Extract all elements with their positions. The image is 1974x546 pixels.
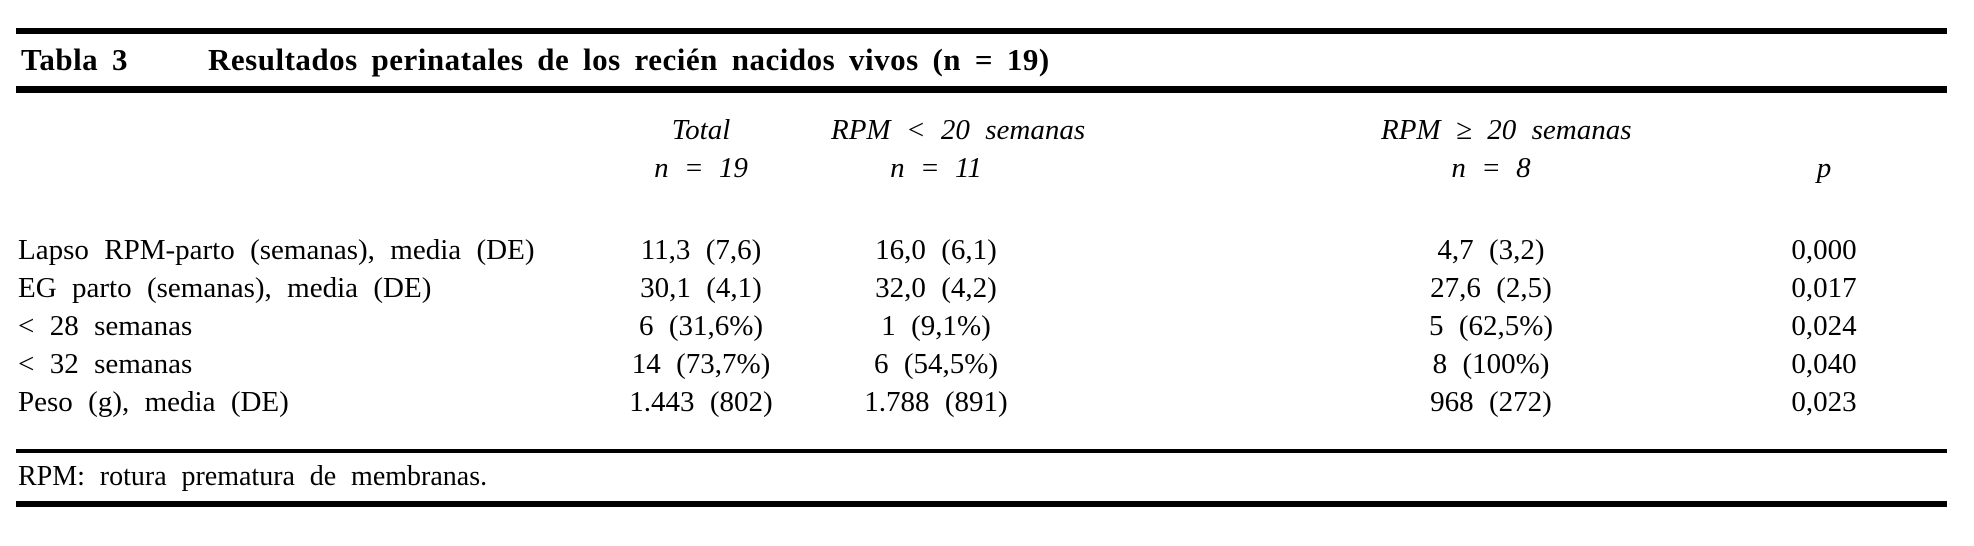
table-caption: Tabla 3 Resultados perinatales de los re… — [16, 34, 1947, 86]
footnote-block: RPM: rotura prematura de membranas. — [16, 449, 1947, 507]
cell-rpm-lt20: 6 (54,5%) — [873, 348, 999, 380]
cell-rpm-ge20: 8 (100%) — [1432, 348, 1550, 380]
cell-p-value: 0,023 — [1791, 386, 1857, 418]
col-header-total: Total — [671, 114, 731, 146]
table-row: EG parto (semanas), media (DE) 30,1 (4,1… — [16, 269, 1947, 307]
col-header-rpm-lt20-n: n = 11 — [890, 152, 982, 184]
table-row: Peso (g), media (DE) 1.443 (802) 1.788 (… — [16, 383, 1947, 421]
row-label: < 28 semanas — [18, 310, 193, 342]
table-row: < 32 semanas 14 (73,7%) 6 (54,5%) 8 (100… — [16, 345, 1947, 383]
spacer — [1601, 307, 1701, 345]
spacer — [1601, 231, 1701, 269]
cell-total: 11,3 (7,6) — [640, 234, 762, 266]
cell-p-value: 0,000 — [1791, 234, 1857, 266]
results-table: Total RPM < 20 semanas RPM ≥ 20 semanas … — [16, 93, 1947, 421]
footnote-top-rule — [16, 449, 1947, 453]
cell-total: 1.443 (802) — [629, 386, 773, 418]
col-header-rpm-ge20-n: n = 8 — [1451, 152, 1531, 184]
table-title: Resultados perinatales de los recién nac… — [208, 42, 1050, 77]
spacer — [1601, 149, 1701, 231]
col-header-p: p — [1816, 152, 1832, 184]
cell-total: 6 (31,6%) — [638, 310, 764, 342]
spacer — [1601, 383, 1701, 421]
row-label: EG parto (semanas), media (DE) — [18, 272, 432, 304]
header-row-1: Total RPM < 20 semanas RPM ≥ 20 semanas — [16, 93, 1947, 149]
table-row: < 28 semanas 6 (31,6%) 1 (9,1%) 5 (62,5%… — [16, 307, 1947, 345]
cell-p-value: 0,040 — [1791, 348, 1857, 380]
spacer — [1041, 93, 1381, 149]
cell-p-value: 0,017 — [1791, 272, 1857, 304]
cell-rpm-lt20: 16,0 (6,1) — [875, 234, 997, 266]
caption-divider-rule — [16, 86, 1947, 93]
top-rule — [16, 28, 1947, 34]
spacer — [1601, 269, 1701, 307]
col-header-rpm-ge20: RPM ≥ 20 semanas — [1381, 114, 1632, 146]
cell-rpm-lt20: 32,0 (4,2) — [875, 272, 997, 304]
cell-p-value: 0,024 — [1791, 310, 1857, 342]
table-3-container: Tabla 3 Resultados perinatales de los re… — [16, 28, 1947, 507]
cell-rpm-lt20: 1.788 (891) — [864, 386, 1008, 418]
bottom-rule — [16, 501, 1947, 507]
table-number-label: Tabla 3 — [21, 42, 129, 77]
table-row: Lapso RPM-parto (semanas), media (DE) 11… — [16, 231, 1947, 269]
cell-rpm-ge20: 4,7 (3,2) — [1437, 234, 1545, 266]
cell-total: 30,1 (4,1) — [640, 272, 762, 304]
spacer — [1601, 345, 1701, 383]
spacer — [1041, 269, 1381, 307]
spacer — [1041, 307, 1381, 345]
cell-rpm-lt20: 1 (9,1%) — [881, 310, 991, 342]
header-row-2: n = 19 n = 11 n = 8 p — [16, 149, 1947, 231]
row-label: < 32 semanas — [18, 348, 193, 380]
spacer — [1041, 345, 1381, 383]
col-header-p-empty — [1701, 93, 1947, 149]
col-header-rpm-lt20: RPM < 20 semanas — [831, 114, 1086, 146]
cell-rpm-ge20: 5 (62,5%) — [1428, 310, 1554, 342]
spacer — [1041, 149, 1381, 231]
spacer — [1041, 231, 1381, 269]
table-footnote: RPM: rotura prematura de membranas. — [18, 461, 488, 492]
row-label: Peso (g), media (DE) — [18, 386, 289, 418]
row-label: Lapso RPM-parto (semanas), media (DE) — [18, 234, 535, 266]
header-empty — [16, 149, 571, 231]
spacer — [1041, 383, 1381, 421]
col-header-total-n: n = 19 — [654, 152, 748, 184]
cell-rpm-ge20: 27,6 (2,5) — [1430, 272, 1552, 304]
header-empty — [16, 93, 571, 149]
cell-rpm-ge20: 968 (272) — [1430, 386, 1552, 418]
cell-total: 14 (73,7%) — [631, 348, 771, 380]
